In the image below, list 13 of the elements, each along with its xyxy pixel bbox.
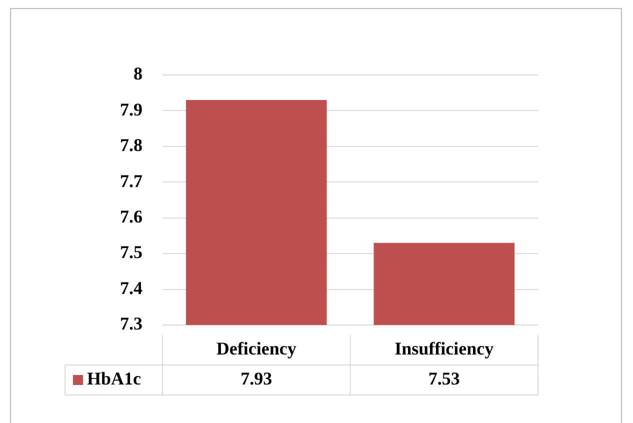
y-tick-label: 7.7 xyxy=(120,170,142,191)
data-label: 7.93 xyxy=(240,368,272,389)
y-tick-label: 8 xyxy=(134,64,142,84)
y-tick-label: 7.8 xyxy=(120,135,142,156)
legend-label: HbA1c xyxy=(87,368,142,389)
data-label: 7.53 xyxy=(428,368,460,389)
y-tick-label: 7.3 xyxy=(120,314,142,334)
y-tick-label: 7.5 xyxy=(120,242,142,262)
y-tick-label: 7.9 xyxy=(120,99,142,120)
y-tick-label: 7.4 xyxy=(120,278,142,298)
x-tick-label: Insufficiency xyxy=(394,338,494,359)
x-tick-label: Deficiency xyxy=(216,338,296,359)
y-tick-label: 7.6 xyxy=(120,206,142,227)
